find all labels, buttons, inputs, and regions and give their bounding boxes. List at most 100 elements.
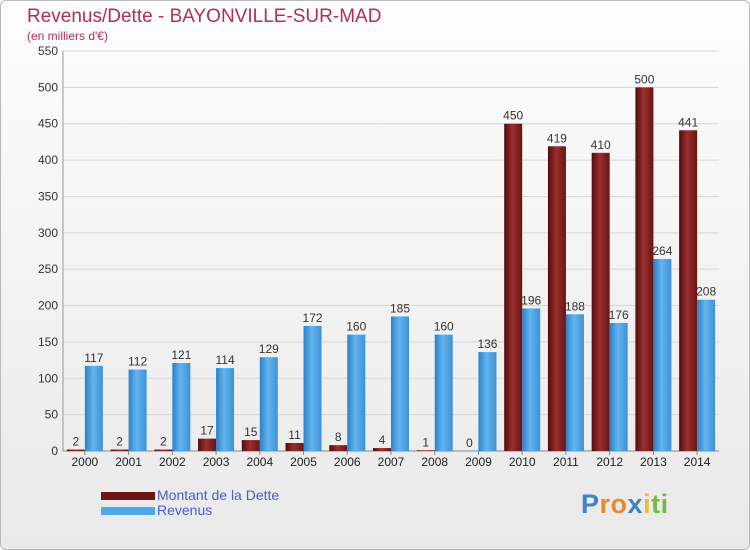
x-tick-label: 2014 (684, 455, 711, 469)
x-tick-label: 2004 (246, 455, 273, 469)
data-label-dette-2013: 500 (634, 72, 654, 86)
bar-revenus-2006 (347, 334, 366, 451)
x-tick-label: 2007 (378, 455, 405, 469)
bar-dette-2002 (154, 449, 173, 451)
x-tick-label: 2002 (159, 455, 186, 469)
y-tick-label: 0 (51, 444, 58, 458)
y-tick-label: 350 (38, 189, 58, 203)
data-label-revenus-2013: 264 (652, 244, 672, 258)
y-tick-label: 450 (38, 117, 58, 131)
data-label-dette-2002: 2 (160, 435, 167, 449)
legend-label-revenus: Revenus (157, 502, 213, 518)
data-label-dette-2001: 2 (116, 435, 123, 449)
bar-dette-2005 (285, 443, 304, 451)
data-label-revenus-2009: 136 (477, 337, 497, 351)
data-label-dette-2004: 15 (244, 425, 258, 439)
data-label-dette-2000: 2 (73, 435, 80, 449)
data-label-revenus-2011: 188 (565, 299, 585, 313)
data-label-revenus-2003: 114 (215, 353, 234, 367)
logo-letter: r (599, 489, 611, 519)
y-tick-label: 200 (38, 299, 58, 313)
data-label-dette-2012: 410 (591, 138, 611, 152)
y-tick-label: 150 (38, 335, 58, 349)
data-label-revenus-2008: 160 (434, 320, 454, 334)
y-tick-label: 100 (38, 371, 58, 385)
x-tick-label: 2012 (596, 455, 623, 469)
data-label-revenus-2005: 172 (303, 311, 323, 325)
data-label-revenus-2000: 117 (84, 351, 103, 365)
x-tick-label: 2003 (203, 455, 230, 469)
x-tick-label: 2009 (465, 455, 492, 469)
bar-revenus-2000 (84, 365, 103, 451)
chart-title: Revenus/Dette - BAYONVILLE-SUR-MAD (27, 6, 382, 27)
data-label-revenus-2001: 112 (128, 355, 147, 369)
x-tick-label: 2011 (553, 455, 579, 469)
bar-revenus-2010 (522, 308, 541, 451)
proxiti-logo: Proxiti (581, 489, 669, 520)
bar-revenus-2014 (697, 299, 716, 451)
y-tick-label: 50 (45, 408, 59, 422)
y-tick-label: 300 (38, 226, 58, 240)
bar-dette-2001 (110, 449, 129, 451)
bar-dette-2007 (373, 448, 391, 451)
bar-dette-2012 (591, 152, 610, 451)
bar-revenus-2008 (434, 334, 453, 451)
x-tick-label: 2010 (509, 455, 536, 469)
x-tick-label: 2000 (72, 455, 99, 469)
bar-dette-2008 (416, 450, 435, 451)
data-label-dette-2014: 441 (678, 115, 698, 129)
bar-revenus-2001 (128, 369, 147, 451)
legend-swatch-revenus (101, 507, 155, 515)
bar-revenus-2003 (216, 368, 235, 451)
data-label-revenus-2010: 196 (521, 293, 541, 307)
y-tick-label: 550 (38, 44, 58, 58)
bar-dette-2011 (547, 146, 566, 452)
legend-swatch-dette (101, 492, 155, 500)
data-label-revenus-2012: 176 (609, 308, 629, 322)
logo-letter: P (581, 489, 600, 519)
logo-letter: i (643, 489, 652, 519)
data-label-revenus-2004: 129 (259, 342, 279, 356)
bar-dette-2000 (66, 449, 85, 451)
bar-dette-2014 (679, 130, 698, 452)
y-tick-label: 400 (38, 153, 58, 167)
logo-letter: i (660, 489, 669, 519)
data-label-dette-2005: 11 (288, 428, 301, 442)
logo-letter: o (610, 489, 628, 519)
x-tick-label: 2006 (334, 455, 361, 469)
x-tick-label: 2008 (421, 455, 448, 469)
data-label-revenus-2002: 121 (171, 348, 191, 362)
bar-revenus-2009 (478, 352, 497, 451)
data-label-revenus-2007: 185 (390, 301, 410, 315)
bar-revenus-2012 (609, 323, 628, 451)
bar-revenus-2005 (303, 325, 322, 451)
y-tick-label: 250 (38, 262, 58, 276)
bar-revenus-2013 (653, 259, 672, 451)
data-label-dette-2009: 0 (466, 436, 473, 450)
bar-dette-2004 (241, 440, 260, 451)
bar-revenus-2007 (391, 316, 409, 451)
data-label-dette-2006: 8 (335, 430, 342, 444)
logo-letter: t (651, 489, 661, 519)
data-label-revenus-2006: 160 (346, 320, 366, 334)
x-tick-label: 2005 (290, 455, 317, 469)
x-tick-label: 2001 (115, 455, 142, 469)
data-label-dette-2003: 17 (200, 424, 214, 438)
data-label-revenus-2014: 208 (696, 285, 716, 299)
data-label-dette-2007: 4 (379, 433, 386, 447)
y-tick-label: 500 (38, 80, 58, 94)
chart-subtitle: (en milliers d'€) (27, 29, 108, 43)
bar-revenus-2002 (172, 363, 191, 451)
logo-letter: x (627, 489, 644, 519)
data-label-dette-2010: 450 (503, 109, 523, 123)
x-tick-label: 2013 (640, 455, 667, 469)
data-label-dette-2008: 1 (422, 435, 429, 449)
data-label-dette-2011: 419 (547, 131, 567, 145)
bar-dette-2003 (198, 438, 217, 451)
bar-revenus-2011 (565, 314, 584, 451)
bar-revenus-2004 (259, 357, 278, 451)
bar-dette-2013 (635, 87, 654, 451)
legend-label-dette: Montant de la Dette (157, 487, 280, 503)
